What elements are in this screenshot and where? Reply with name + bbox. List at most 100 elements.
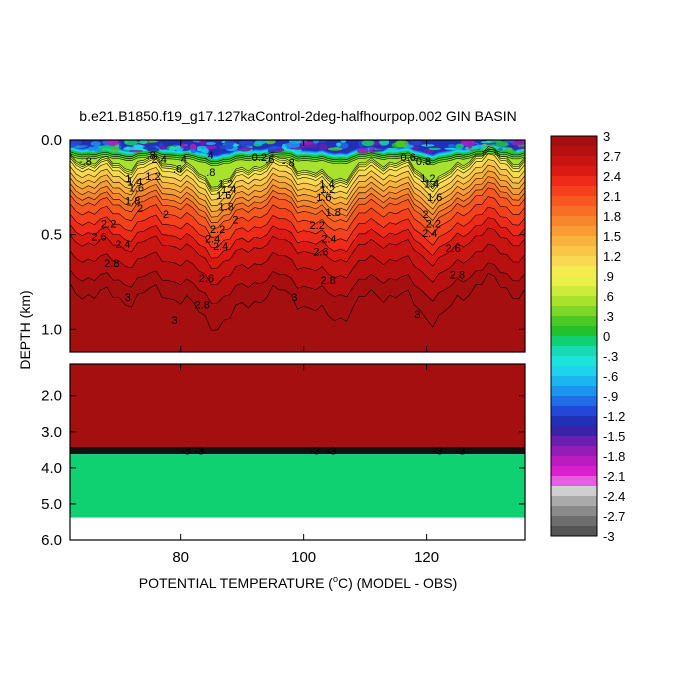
colorbar-swatch xyxy=(551,176,597,187)
surface-patch xyxy=(124,140,129,144)
colorbar-label: .3 xyxy=(603,309,614,324)
surface-patch xyxy=(158,145,167,150)
contour-label: 2 xyxy=(232,215,238,227)
surface-patch xyxy=(184,145,189,149)
contour-label: 1.6 xyxy=(129,182,144,194)
colorbar-swatch xyxy=(551,246,597,257)
surface-patch xyxy=(224,140,235,147)
colorbar-swatch xyxy=(551,486,597,497)
x-ticks: 80 100 120 xyxy=(172,140,439,566)
surface-patch xyxy=(409,140,423,146)
colorbar-swatch xyxy=(551,506,597,517)
contour-line xyxy=(70,146,525,188)
surface-patch xyxy=(205,142,216,145)
contour-label: 2.2 xyxy=(426,218,441,230)
contour-label: 2.4 xyxy=(152,154,167,166)
contour-label: 1.2 xyxy=(320,184,335,196)
colorbar-label: -1.5 xyxy=(603,429,625,444)
contour-label: .6 xyxy=(265,154,274,166)
colorbar-swatch xyxy=(551,426,597,437)
colorbar-swatch xyxy=(551,226,597,237)
top-panel: 0.0 0.5 1.0 xyxy=(41,132,526,353)
colorbar-swatch xyxy=(551,396,597,407)
surface-patch xyxy=(386,147,399,151)
contour-label: 2.6 xyxy=(445,243,460,255)
surface-patch xyxy=(340,140,347,143)
contour-label: 2.2 xyxy=(101,218,116,230)
surface-patch xyxy=(510,142,525,146)
colorbar-swatch xyxy=(551,496,597,507)
depth-layer xyxy=(70,517,525,540)
contour-label: 1.6 xyxy=(427,192,442,204)
contour-label: 2.6 xyxy=(91,232,106,244)
surface-patch xyxy=(237,146,252,152)
x-tick-label: 80 xyxy=(172,549,189,566)
contour-line xyxy=(70,273,525,331)
surface-patch xyxy=(467,142,473,149)
y-tick-label: 3.0 xyxy=(41,424,62,441)
contour-label: 2.4 xyxy=(205,233,220,245)
y-axis-label: DEPTH (km) xyxy=(17,290,33,369)
contour-label: 1.8 xyxy=(125,196,140,208)
contour-label: 3 xyxy=(414,309,420,321)
y-tick-label: 0.0 xyxy=(41,132,62,149)
contour-label: 2.6 xyxy=(313,247,328,259)
colorbar-label: -2.7 xyxy=(603,509,625,524)
colorbar-label: -3 xyxy=(603,529,615,544)
y-tick-label: 5.0 xyxy=(41,496,62,513)
contour-line xyxy=(70,196,525,238)
colorbar-label: 2.1 xyxy=(603,189,621,204)
colorbar-swatch xyxy=(551,476,597,487)
surface-patch xyxy=(447,144,456,148)
contour-label: 2.4 xyxy=(321,233,336,245)
surface-patch xyxy=(274,148,285,152)
contour-line xyxy=(70,262,525,304)
colorbar-label: .6 xyxy=(603,289,614,304)
colorbar-swatch xyxy=(551,416,597,427)
colorbar-label: -.9 xyxy=(603,389,618,404)
surface-patch xyxy=(284,142,301,148)
surface-patch xyxy=(87,146,95,152)
surface-patch xyxy=(371,149,385,152)
contour-label: 1.2 xyxy=(145,171,160,183)
surface-patch xyxy=(486,144,496,147)
contour-line xyxy=(70,164,525,207)
colorbar-swatch xyxy=(551,346,597,357)
x-tick-label: 100 xyxy=(291,549,316,566)
colorbar-label: -1.2 xyxy=(603,409,625,424)
colorbar-swatch xyxy=(551,326,597,337)
contour-line xyxy=(70,170,525,212)
surface-patch xyxy=(480,141,493,144)
contour-label: 2.2 xyxy=(210,224,225,236)
x-axis-label-sup: o xyxy=(333,574,338,584)
contour-label: 1.4 xyxy=(319,179,334,191)
contour-label: .8 xyxy=(147,150,156,162)
surface-patch xyxy=(106,140,120,146)
colorbar-swatch xyxy=(551,196,597,207)
contour-label: 2.8 xyxy=(195,300,210,312)
x-tick-label: 120 xyxy=(414,549,439,566)
colorbar-label: 1.5 xyxy=(603,229,621,244)
x-axis-label: POTENTIAL TEMPERATURE (oC) (MODEL - OBS) xyxy=(139,574,458,591)
colorbar-label: -2.1 xyxy=(603,469,625,484)
colorbar-label: -1.8 xyxy=(603,449,625,464)
colorbar-label: 0 xyxy=(603,329,610,344)
contour-label: -3 xyxy=(456,446,466,458)
colorbar-swatch xyxy=(551,186,597,197)
contour-line xyxy=(70,151,525,164)
contour-line xyxy=(70,181,525,224)
colorbar-swatch xyxy=(551,146,597,157)
surface-patch xyxy=(444,147,456,150)
surface-patch xyxy=(318,140,327,143)
surface-patch xyxy=(136,141,149,144)
colorbar-label: -.6 xyxy=(603,369,618,384)
colorbar-swatch xyxy=(551,276,597,287)
surface-patch xyxy=(123,146,139,151)
surface-patch xyxy=(504,140,515,143)
contour-label: 1 xyxy=(125,173,131,185)
contour-label: 0.6 xyxy=(401,152,416,164)
contour-label: 1.6 xyxy=(316,192,331,204)
surface-patch xyxy=(511,144,519,151)
contour-label: .6 xyxy=(173,163,182,175)
contour-label: 2.8 xyxy=(321,275,336,287)
